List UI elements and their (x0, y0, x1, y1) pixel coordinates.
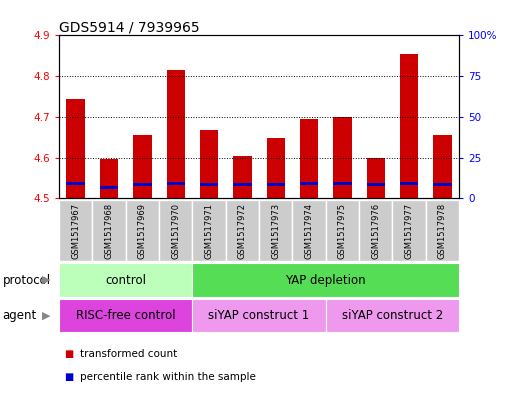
Text: ▶: ▶ (42, 275, 50, 285)
Bar (259, 200, 292, 261)
Bar (333, 117, 351, 198)
Bar (292, 200, 326, 261)
Text: GSM1517971: GSM1517971 (205, 203, 213, 259)
Text: GSM1517972: GSM1517972 (238, 203, 247, 259)
Bar (192, 299, 326, 332)
Bar (392, 200, 426, 261)
Text: GSM1517967: GSM1517967 (71, 203, 80, 259)
Bar (59, 263, 192, 297)
Text: ■: ■ (64, 349, 73, 359)
Bar (167, 70, 185, 198)
Text: GSM1517968: GSM1517968 (105, 203, 113, 259)
Text: protocol: protocol (3, 274, 51, 286)
Bar (200, 183, 218, 186)
Text: GSM1517970: GSM1517970 (171, 203, 180, 259)
Text: GSM1517973: GSM1517973 (271, 203, 280, 259)
Text: agent: agent (3, 309, 37, 322)
Text: GSM1517975: GSM1517975 (338, 203, 347, 259)
Text: GSM1517977: GSM1517977 (405, 203, 413, 259)
Text: GSM1517969: GSM1517969 (138, 203, 147, 259)
Text: YAP depletion: YAP depletion (285, 274, 366, 286)
Bar (192, 200, 226, 261)
Bar (200, 130, 218, 198)
Bar (233, 156, 251, 198)
Bar (192, 263, 459, 297)
Bar (267, 138, 285, 198)
Bar (333, 182, 351, 185)
Bar (300, 119, 318, 198)
Bar (67, 99, 85, 198)
Text: GSM1517976: GSM1517976 (371, 203, 380, 259)
Bar (100, 158, 118, 198)
Bar (400, 182, 418, 185)
Bar (67, 182, 85, 185)
Bar (167, 182, 185, 185)
Bar (326, 299, 459, 332)
Text: GSM1517974: GSM1517974 (305, 203, 313, 259)
Text: GSM1517978: GSM1517978 (438, 203, 447, 259)
Bar (300, 182, 318, 185)
Text: transformed count: transformed count (80, 349, 177, 359)
Bar (133, 183, 151, 186)
Bar (226, 200, 259, 261)
Bar (326, 200, 359, 261)
Bar (267, 183, 285, 186)
Text: siYAP construct 2: siYAP construct 2 (342, 309, 443, 322)
Bar (367, 183, 385, 186)
Bar (433, 183, 451, 186)
Bar (233, 183, 251, 186)
Text: siYAP construct 1: siYAP construct 1 (208, 309, 310, 322)
Bar (100, 186, 118, 189)
Bar (133, 135, 151, 198)
Text: GDS5914 / 7939965: GDS5914 / 7939965 (59, 20, 200, 34)
Bar (426, 200, 459, 261)
Text: ▶: ▶ (42, 310, 50, 320)
Bar (59, 200, 92, 261)
Bar (367, 158, 385, 198)
Bar (359, 200, 392, 261)
Text: percentile rank within the sample: percentile rank within the sample (80, 372, 255, 382)
Bar (159, 200, 192, 261)
Text: ■: ■ (64, 372, 73, 382)
Text: control: control (105, 274, 146, 286)
Bar (400, 54, 418, 198)
Bar (59, 299, 192, 332)
Bar (92, 200, 126, 261)
Text: RISC-free control: RISC-free control (76, 309, 175, 322)
Bar (433, 135, 451, 198)
Bar (126, 200, 159, 261)
